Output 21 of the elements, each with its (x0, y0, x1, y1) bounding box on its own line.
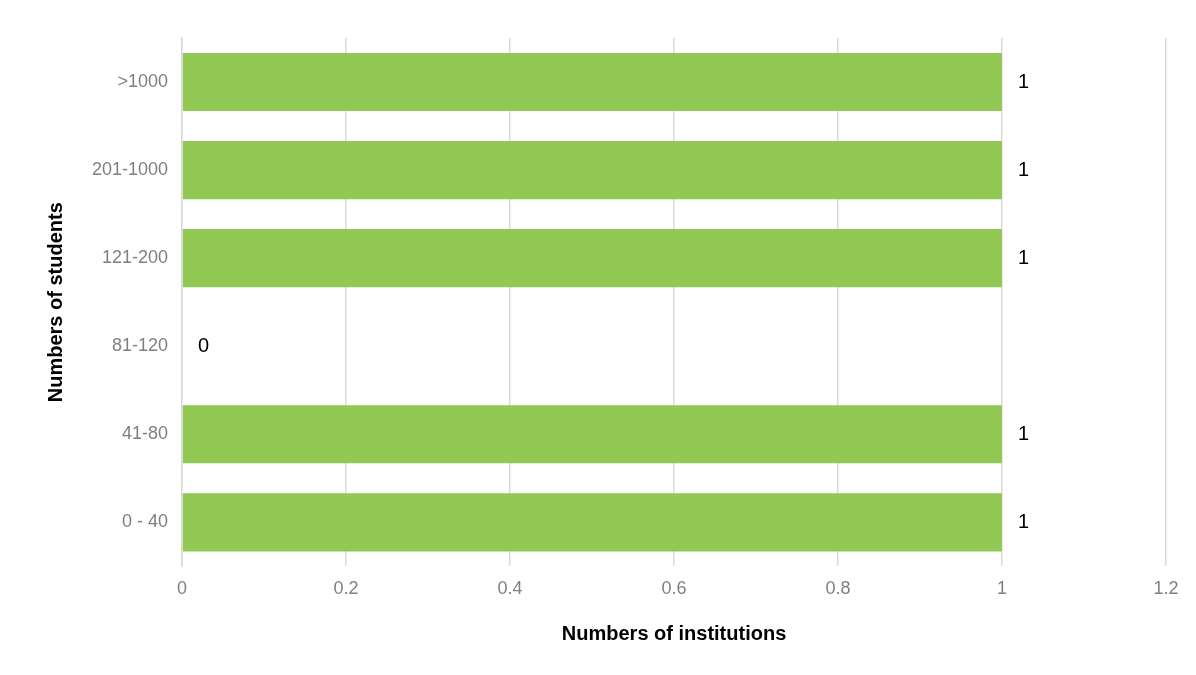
x-tick-label: 0 (177, 578, 188, 599)
x-axis-title: Numbers of institutions (561, 621, 787, 644)
y-tick-label: 0 - 40 (122, 511, 169, 532)
x-tick-label: 1 (997, 578, 1008, 599)
y-tick-label: 121-200 (102, 247, 169, 268)
x-tick-label: 0.4 (497, 578, 523, 599)
data-label: 0 (198, 333, 210, 356)
y-tick-label: 201-1000 (91, 159, 169, 180)
x-tick-label: 0.8 (825, 578, 851, 599)
data-label: 1 (1018, 421, 1030, 444)
y-tick-label: >1000 (117, 71, 169, 91)
x-tick-label: 0.2 (333, 578, 359, 599)
data-label: 1 (1018, 509, 1030, 532)
y-tick-label: 41-80 (122, 423, 169, 444)
y-axis-title: Numbers of students (43, 202, 66, 403)
data-label: 1 (1018, 157, 1030, 180)
y-tick-label: 81-120 (112, 335, 169, 356)
x-tick-label: 0.6 (661, 578, 687, 599)
data-label: 1 (1018, 69, 1030, 92)
x-tick-label: 1.2 (1153, 578, 1179, 599)
data-label: 1 (1018, 245, 1030, 268)
